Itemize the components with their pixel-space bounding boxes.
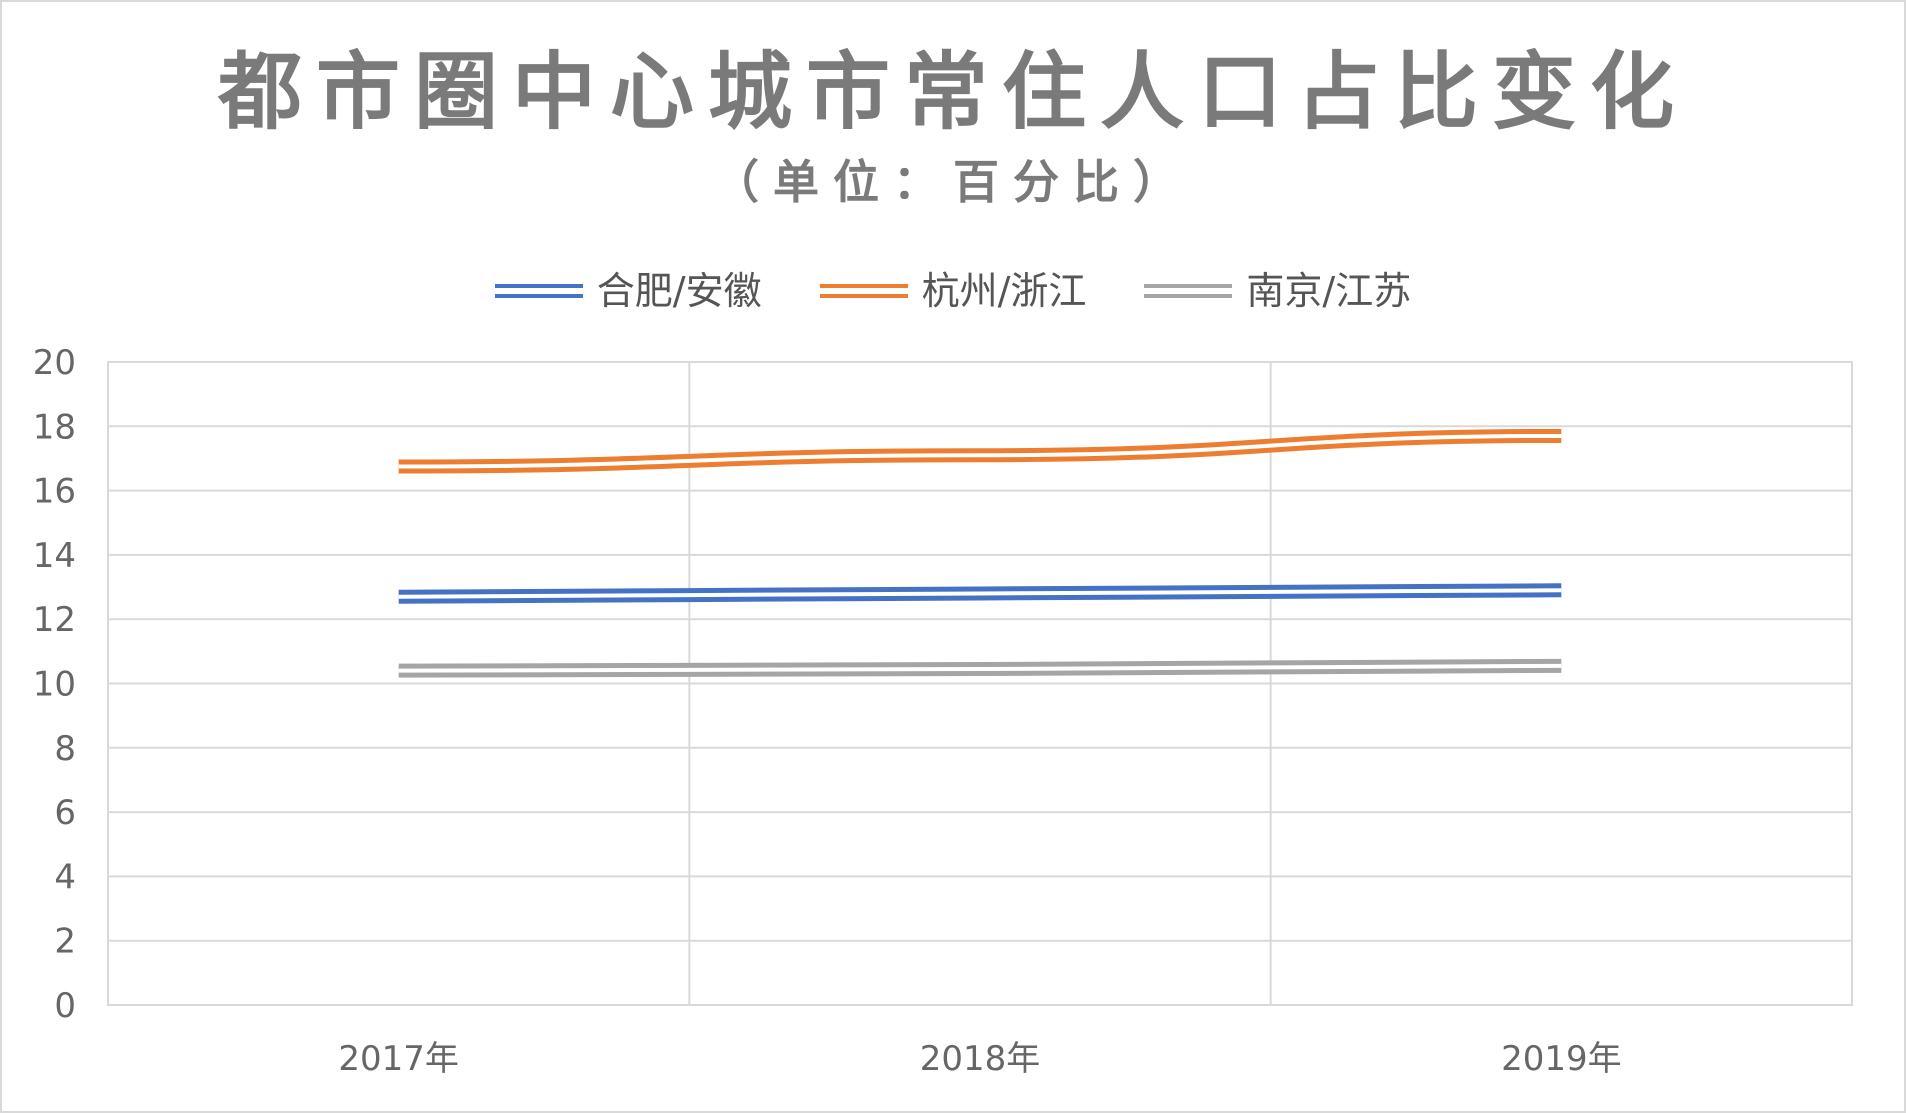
data-point <box>1560 435 1562 437</box>
y-tick-label: 0 <box>54 986 76 1026</box>
y-tick-label: 10 <box>33 665 76 705</box>
data-point <box>979 668 981 670</box>
y-tick-label: 2 <box>54 922 76 962</box>
y-tick-label: 8 <box>54 729 76 769</box>
legend-label-nanjing: 南京/江苏 <box>1246 269 1412 313</box>
legend: 合肥/安徽 杭州/浙江 南京/江苏 <box>2 264 1904 318</box>
legend-label-hefei: 合肥/安徽 <box>596 269 762 313</box>
data-point <box>979 454 981 456</box>
legend-item-nanjing[interactable]: 南京/江苏 <box>1144 264 1411 318</box>
y-tick-label: 4 <box>54 857 76 897</box>
legend-swatch-hefei <box>494 283 583 299</box>
legend-item-hangzhou[interactable]: 杭州/浙江 <box>819 264 1087 318</box>
legend-swatch-hangzhou <box>819 283 908 299</box>
y-tick-label: 18 <box>33 407 76 447</box>
y-tick-label: 6 <box>54 793 76 833</box>
y-tick-label: 20 <box>33 343 76 383</box>
legend-swatch-nanjing <box>1144 283 1233 299</box>
y-tick-label: 12 <box>33 600 76 640</box>
series-line-gap-0 <box>398 588 1562 599</box>
legend-item-hefei[interactable]: 合肥/安徽 <box>494 264 762 318</box>
y-tick-label: 14 <box>33 536 76 576</box>
chart-subtitle: （单位：百分比） <box>713 155 1193 209</box>
x-tick-label: 2019年 <box>1501 1039 1622 1079</box>
x-tick-label: 2018年 <box>920 1039 1041 1079</box>
data-point <box>979 592 981 594</box>
data-point <box>398 670 400 672</box>
data-point <box>398 596 400 598</box>
legend-label-hangzhou: 杭州/浙江 <box>921 269 1087 313</box>
series-line-gap-2 <box>398 663 1562 673</box>
series-line-gap-1 <box>398 433 1562 469</box>
data-point <box>1560 589 1562 591</box>
chart-title: 都市圈中心城市常住人口占比变化 <box>217 43 1688 141</box>
x-tick-label: 2017年 <box>338 1039 459 1079</box>
data-point <box>398 465 400 467</box>
y-tick-label: 16 <box>33 472 76 512</box>
data-point <box>1560 665 1562 667</box>
